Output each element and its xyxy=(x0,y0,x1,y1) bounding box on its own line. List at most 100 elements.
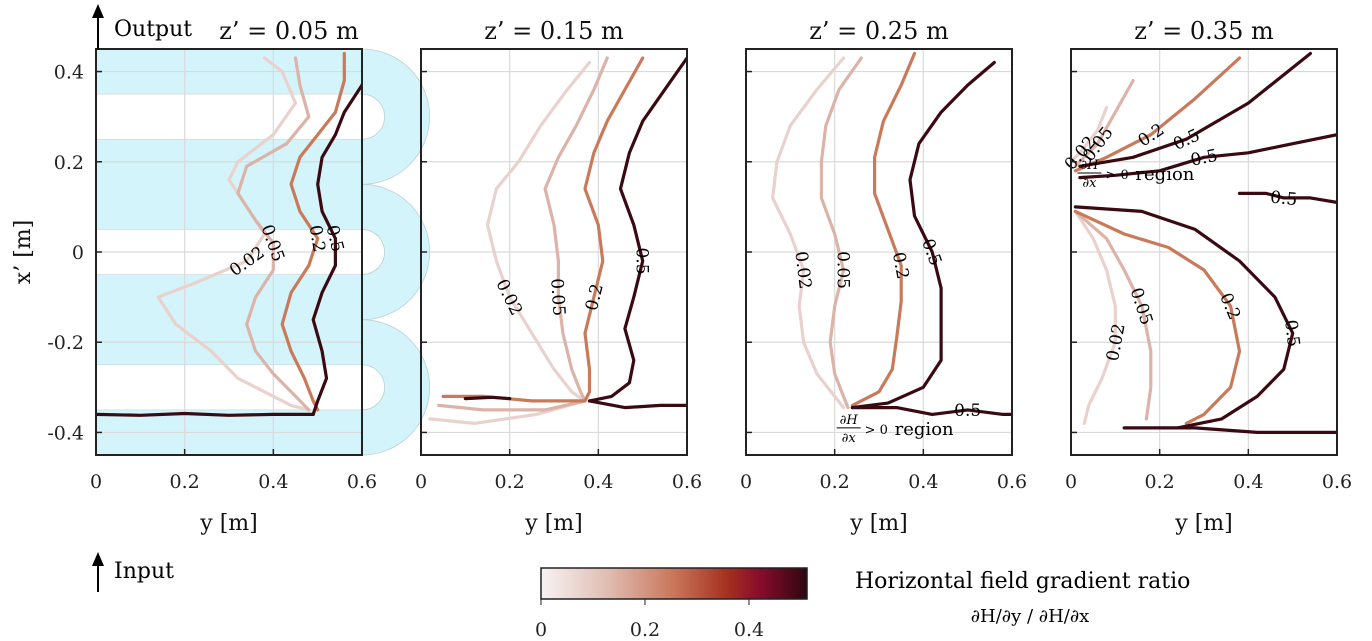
region-label: ∂H ∂x > 0 region xyxy=(836,413,954,446)
contour-label: 0.2 xyxy=(582,282,608,313)
panel-title: z’ = 0.25 m xyxy=(809,17,949,45)
region-text: region xyxy=(895,419,954,440)
contours xyxy=(771,51,1012,416)
contour-line-0_5 xyxy=(850,60,996,410)
panel-title: z’ = 0.15 m xyxy=(484,17,624,45)
x-tick-label: 0.6 xyxy=(997,471,1027,493)
contour-line-0_5 xyxy=(587,399,687,410)
panel-2: 0.02 0.05 0.2 0.5 0 0.2 0.4 0.6 z’ = 0.15 m y [m] xyxy=(415,17,702,536)
x-tick-label: 0.2 xyxy=(170,471,200,493)
x-tick-label: 0.4 xyxy=(908,471,938,493)
contour-label: 0.5 xyxy=(1280,319,1303,348)
contour-line-0_02 xyxy=(428,60,592,425)
contour-line-0_5 xyxy=(1122,426,1337,434)
x-axis-label: y [m] xyxy=(849,511,907,536)
region-label: ∂H ∂x > 0 region xyxy=(1077,158,1195,191)
region-fraction-den: ∂x xyxy=(842,431,857,446)
contour-label: 0.02 xyxy=(790,250,814,290)
contour-line-0_5 xyxy=(1073,205,1295,430)
colorbar-tick-label: 0.2 xyxy=(630,619,660,641)
contour-line-0_05 xyxy=(236,56,311,412)
x-tick-label: 0 xyxy=(740,471,752,493)
colorbar-formula: ∂H/∂y / ∂H/∂x xyxy=(971,606,1090,627)
contour-line-0_5 xyxy=(311,80,362,416)
x-tick-label: 0.2 xyxy=(1145,471,1175,493)
y-tick-label: 0 xyxy=(72,242,84,264)
contour-label: 0.5 xyxy=(954,401,981,421)
coil-loop xyxy=(361,319,430,456)
contour-label: 0.02 xyxy=(1103,322,1130,363)
contour-line-0_5 xyxy=(463,395,512,401)
x-tick-label: 0.4 xyxy=(258,471,288,493)
x-tick-label: 0.4 xyxy=(583,471,613,493)
x-tick-label: 0.6 xyxy=(1322,471,1352,493)
contour-line-0_05 xyxy=(437,56,609,412)
grid xyxy=(746,49,1012,455)
grid xyxy=(1071,49,1337,455)
colorbar: 0 0.2 0.4 xyxy=(535,567,808,641)
contour-line-0_2 xyxy=(280,51,346,412)
panel-1: 0.020.05 0.20.50 0.2 0.4 0.60.40.20-0.2-0.4z… xyxy=(11,17,431,536)
grid xyxy=(421,49,687,455)
contour-line-0_5 xyxy=(96,411,315,417)
x-tick-label: 0.6 xyxy=(672,471,702,493)
contour-line-0_2 xyxy=(850,51,917,407)
contour-line-0_02 xyxy=(156,56,311,412)
contour-line-0_5 xyxy=(850,406,1012,416)
region-text: region xyxy=(1135,164,1194,185)
output-annotation: Output xyxy=(92,4,192,50)
y-tick-label: 0.4 xyxy=(54,62,84,84)
contour-label: 0.2 xyxy=(305,224,329,254)
coil-loop xyxy=(361,183,431,321)
x-axis-label: y [m] xyxy=(524,511,582,536)
coil-band xyxy=(95,274,363,366)
contour-line-0_5 xyxy=(1078,51,1312,168)
x-axis-label: y [m] xyxy=(199,511,257,536)
contour-label: 0.05 xyxy=(1126,285,1157,327)
x-axis-label: y [m] xyxy=(1174,511,1232,536)
region-fraction-num: ∂H xyxy=(1080,158,1099,173)
input-arrow-icon xyxy=(92,552,104,566)
contour-line-0_5 xyxy=(1078,133,1337,180)
panel-3: 0.02 0.05 0.2 0.50.50 0.2 0.4 0.6z’ = 0.25 my … xyxy=(740,17,1027,536)
contour-line-0_05 xyxy=(819,56,863,410)
contours xyxy=(96,51,362,417)
x-tick-label: 0.2 xyxy=(820,471,850,493)
grid xyxy=(96,49,362,455)
contours xyxy=(428,56,687,425)
region-relation: > 0 xyxy=(1105,168,1128,183)
y-axis-label: x’ [m] xyxy=(11,220,36,284)
y-tick-label: 0.2 xyxy=(54,152,84,174)
contour-line-0_5 xyxy=(587,56,687,403)
contour-line-0_05 xyxy=(1073,209,1153,421)
region-fraction-den: ∂x xyxy=(1082,176,1097,191)
colorbar-tick-label: 0.4 xyxy=(734,619,764,641)
contours xyxy=(1071,51,1337,434)
contour-line-0_02 xyxy=(1071,106,1109,164)
contour-line-0_2 xyxy=(1073,56,1242,173)
contour-label: 0.05 xyxy=(546,278,568,317)
contour-label: 0.5 xyxy=(1269,188,1298,211)
contour-line-0_5 xyxy=(1237,191,1337,204)
region-fraction-num: ∂H xyxy=(840,413,859,428)
panel-4: 0.020.05 0.2 0.50.50.50.020.05 0.20.50 0.2 0.… xyxy=(1061,17,1352,536)
contour-label: 0.05 xyxy=(833,251,853,289)
contour-line-0_02 xyxy=(1073,209,1117,425)
x-tick-label: 0.2 xyxy=(495,471,525,493)
panel-title: z’ = 0.35 m xyxy=(1134,17,1274,45)
colorbar-tick-label: 0 xyxy=(535,619,547,641)
input-label: Input xyxy=(114,559,174,584)
coil-loop xyxy=(361,48,430,185)
contour-line-0_2 xyxy=(1073,209,1242,425)
x-tick-label: 0 xyxy=(415,471,427,493)
contour-line-0_2 xyxy=(441,56,645,403)
input-annotation: Input xyxy=(92,552,174,592)
coil-band xyxy=(95,138,363,230)
x-tick-label: 0 xyxy=(90,471,102,493)
contour-label: 0.02 xyxy=(491,276,526,319)
contour-line-0_02 xyxy=(771,56,846,410)
contour-label: 0.5 xyxy=(632,247,652,274)
contour-label: 0.2 xyxy=(888,251,913,281)
x-tick-label: 0 xyxy=(1065,471,1077,493)
